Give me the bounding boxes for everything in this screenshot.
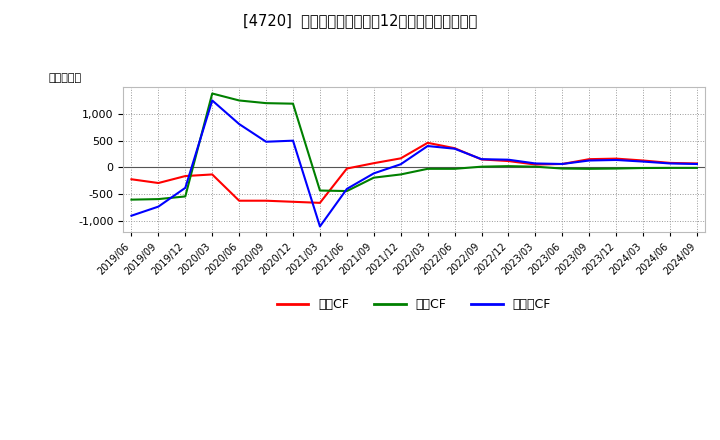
投資CF xyxy=(289,101,297,106)
投資CF xyxy=(262,100,271,106)
投資CF xyxy=(450,166,459,172)
Line: 営業CF: 営業CF xyxy=(132,143,697,203)
フリーCF xyxy=(235,121,243,127)
営業CF xyxy=(450,146,459,151)
営業CF xyxy=(531,162,540,167)
営業CF xyxy=(666,160,675,165)
フリーCF xyxy=(397,161,405,167)
営業CF xyxy=(397,156,405,161)
営業CF xyxy=(639,158,647,163)
フリーCF xyxy=(612,158,621,163)
Y-axis label: （百万円）: （百万円） xyxy=(49,73,82,83)
営業CF xyxy=(612,156,621,161)
営業CF xyxy=(504,158,513,164)
営業CF xyxy=(262,198,271,203)
フリーCF xyxy=(315,224,324,229)
投資CF xyxy=(585,166,593,172)
フリーCF xyxy=(262,139,271,144)
営業CF xyxy=(369,161,378,166)
営業CF xyxy=(154,180,163,186)
営業CF xyxy=(693,161,701,166)
投資CF xyxy=(693,165,701,171)
営業CF xyxy=(289,199,297,205)
投資CF xyxy=(639,165,647,171)
フリーCF xyxy=(666,161,675,166)
営業CF xyxy=(585,157,593,162)
投資CF xyxy=(315,188,324,193)
投資CF xyxy=(666,165,675,171)
投資CF xyxy=(477,164,486,169)
Text: [4720]  キャッシュフローの12か月移動合計の推移: [4720] キャッシュフローの12か月移動合計の推移 xyxy=(243,13,477,28)
営業CF xyxy=(181,173,189,179)
フリーCF xyxy=(423,143,432,149)
投資CF xyxy=(154,197,163,202)
営業CF xyxy=(558,161,567,167)
フリーCF xyxy=(127,213,136,218)
投資CF xyxy=(208,91,217,96)
フリーCF xyxy=(531,161,540,166)
投資CF xyxy=(181,194,189,199)
フリーCF xyxy=(289,138,297,143)
フリーCF xyxy=(477,157,486,162)
投資CF xyxy=(558,166,567,171)
フリーCF xyxy=(181,185,189,191)
フリーCF xyxy=(450,146,459,151)
フリーCF xyxy=(639,159,647,164)
フリーCF xyxy=(504,157,513,162)
フリーCF xyxy=(558,161,567,167)
営業CF xyxy=(343,166,351,171)
フリーCF xyxy=(343,186,351,191)
フリーCF xyxy=(369,171,378,176)
Line: フリーCF: フリーCF xyxy=(132,100,697,227)
投資CF xyxy=(423,166,432,172)
フリーCF xyxy=(154,204,163,209)
営業CF xyxy=(315,200,324,205)
投資CF xyxy=(612,166,621,171)
Legend: 営業CF, 投資CF, フリーCF: 営業CF, 投資CF, フリーCF xyxy=(272,293,556,316)
投資CF xyxy=(504,164,513,169)
投資CF xyxy=(127,197,136,202)
Line: 投資CF: 投資CF xyxy=(132,93,697,200)
投資CF xyxy=(343,188,351,194)
営業CF xyxy=(127,176,136,182)
営業CF xyxy=(477,157,486,162)
フリーCF xyxy=(585,158,593,163)
投資CF xyxy=(531,164,540,169)
営業CF xyxy=(208,172,217,177)
投資CF xyxy=(369,175,378,180)
投資CF xyxy=(235,98,243,103)
営業CF xyxy=(423,140,432,146)
投資CF xyxy=(397,172,405,177)
フリーCF xyxy=(208,98,217,103)
営業CF xyxy=(235,198,243,203)
フリーCF xyxy=(693,161,701,167)
